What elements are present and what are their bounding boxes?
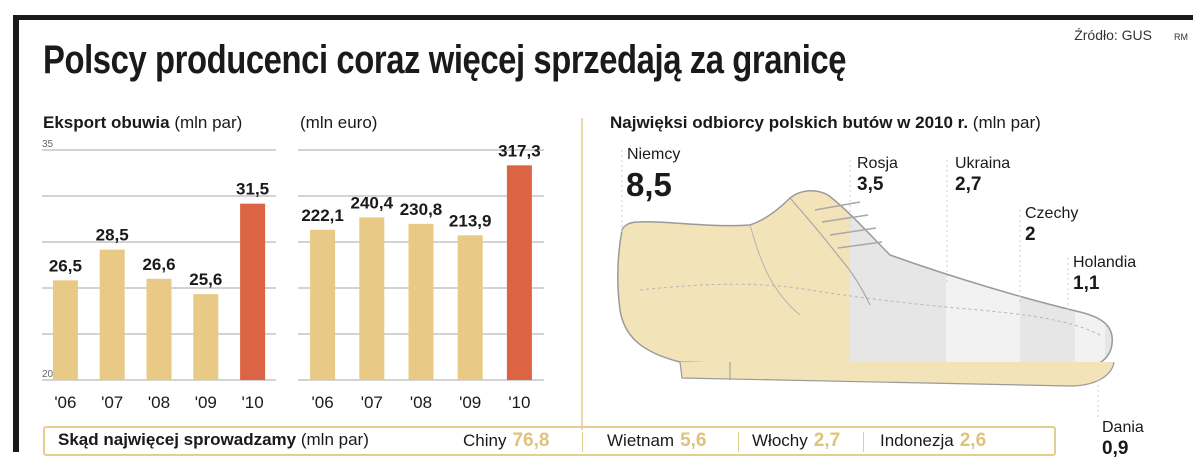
bar-value-label: 26,6: [142, 255, 175, 274]
export-euro-heading: (mln euro): [300, 113, 377, 133]
receivers-unit: (mln par): [972, 113, 1041, 132]
page-title: Polscy producenci coraz więcej sprzedają…: [43, 38, 847, 82]
imports-separator: [738, 432, 739, 452]
x-tick-label: '06: [312, 393, 334, 412]
export-pairs-title: Eksport obuwia: [43, 113, 170, 132]
x-tick-label: '07: [361, 393, 383, 412]
export-pairs-unit: (mln par): [174, 113, 243, 132]
imports-unit: (mln par): [300, 430, 369, 449]
x-tick-label: '06: [54, 393, 76, 412]
bar: [52, 280, 78, 380]
x-tick-label: '08: [148, 393, 170, 412]
receivers-heading: Najwięksi odbiorcy polskich butów w 2010…: [610, 113, 1041, 133]
bar-value-label: 25,6: [189, 270, 222, 289]
receiver-name-niemcy: Niemcy: [627, 146, 681, 163]
bar: [506, 165, 532, 380]
author-signature: RM: [1174, 32, 1188, 42]
import-item-wietnam: Wietnam 5,6: [607, 430, 707, 452]
bar: [99, 249, 125, 380]
bar: [310, 229, 336, 380]
x-tick-label: '08: [410, 393, 432, 412]
bar-value-label: 240,4: [351, 193, 394, 212]
bar: [240, 203, 266, 380]
export-euro-chart: 222,1 '06 240,4 '07 230,8 '08 213,9 '09 317,3 '10: [298, 141, 544, 412]
x-tick-label: '10: [508, 393, 530, 412]
receiver-value-rosja: 3,5: [857, 174, 884, 195]
receiver-value-niemcy: 8,5: [626, 166, 672, 203]
receiver-name-rosja: Rosja: [857, 155, 898, 172]
bar-value-label: 28,5: [96, 226, 129, 245]
receiver-name-dania: Dania: [1102, 419, 1144, 436]
bar: [408, 223, 434, 380]
import-name-indonezja: Indonezja: [880, 431, 954, 450]
shoe-segment-dania: [1105, 190, 1113, 373]
receiver-name-czechy: Czechy: [1025, 205, 1079, 222]
import-name-chiny: Chiny: [463, 431, 507, 450]
x-tick-label: '07: [101, 393, 123, 412]
bar: [457, 235, 483, 380]
receiver-value-ukraina: 2,7: [955, 174, 982, 195]
imports-separator: [582, 432, 583, 452]
import-value-wlochy: 2,7: [813, 430, 841, 451]
bar-value-label: 31,5: [236, 180, 269, 199]
export-pairs-heading: Eksport obuwia (mln par): [43, 113, 242, 133]
bar-value-label: 222,1: [301, 206, 344, 225]
bar-value-label: 317,3: [498, 141, 541, 160]
import-item-indonezja: Indonezja 2,6: [880, 430, 986, 452]
receiver-value-dania: 0,9: [1102, 438, 1129, 459]
bar: [146, 278, 172, 380]
receiver-name-ukraina: Ukraina: [955, 155, 1011, 172]
bar-value-label: 230,8: [400, 200, 443, 219]
imports-heading: Skąd najwięcej sprowadzamy (mln par): [58, 430, 369, 450]
receiver-name-holandia: Holandia: [1073, 254, 1137, 271]
imports-bar: [43, 426, 1056, 456]
import-value-chiny: 76,8: [512, 430, 550, 451]
import-value-wietnam: 5,6: [680, 430, 707, 451]
frame-left-rule: [13, 15, 19, 452]
imports-separator: [863, 432, 864, 452]
imports-title: Skąd najwięcej sprowadzamy: [58, 430, 297, 449]
bar: [193, 294, 219, 380]
y-tick-label: 20: [42, 369, 54, 380]
import-item-chiny: Chiny 76,8: [463, 430, 549, 452]
receivers-title: Najwięksi odbiorcy polskich butów w 2010…: [610, 113, 969, 132]
bar-value-label: 213,9: [449, 211, 492, 230]
receiver-value-czechy: 2: [1025, 224, 1036, 245]
export-euro-unit: (mln euro): [300, 113, 378, 132]
source-label: Źródło: GUS: [1074, 27, 1152, 43]
export-pairs-chart: 35 20 26,5 '06 28,5 '07 26,6 '08 25,6 '09 31,5 '10: [42, 140, 276, 412]
x-tick-label: '10: [242, 393, 264, 412]
import-name-wlochy: Włochy: [752, 431, 808, 450]
shoe-illustration: [617, 190, 1115, 387]
bar-value-label: 26,5: [49, 256, 82, 275]
import-value-indonezja: 2,6: [959, 430, 987, 451]
import-name-wietnam: Wietnam: [607, 431, 675, 450]
receiver-value-holandia: 1,1: [1073, 273, 1100, 294]
y-tick-label: 35: [42, 140, 54, 150]
import-item-wlochy: Włochy 2,7: [752, 430, 840, 452]
frame-top-rule: [13, 15, 1193, 20]
x-tick-label: '09: [195, 393, 217, 412]
section-divider: [581, 118, 583, 430]
bar: [359, 217, 385, 380]
x-tick-label: '09: [459, 393, 481, 412]
